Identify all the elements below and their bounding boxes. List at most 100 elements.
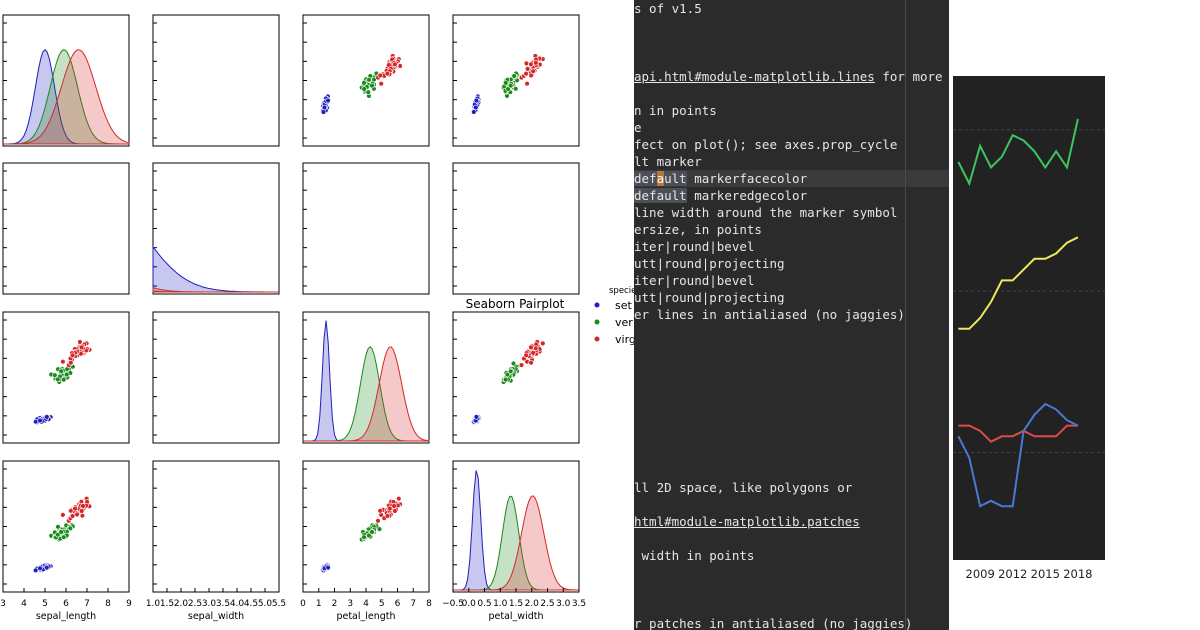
scatter-point: [511, 73, 517, 79]
scatter-point: [361, 86, 367, 92]
scatter-point: [325, 564, 331, 571]
scatter-point: [378, 80, 384, 87]
scatter-point: [376, 526, 383, 532]
x-tick-label: 5: [42, 599, 48, 609]
selected-text: ult: [664, 171, 687, 186]
code-text: utt|round|projecting: [634, 256, 785, 271]
code-text: ersize, in points: [634, 222, 762, 237]
scatter-point: [365, 89, 371, 95]
scatter-point: [471, 109, 477, 115]
pairplot-panel-0-3: [452, 14, 580, 147]
scatter-point: [518, 362, 525, 368]
scatter-point: [32, 567, 39, 574]
code-line: e: [634, 119, 642, 136]
plot-area: [953, 76, 1105, 560]
kde-virginica: [303, 346, 430, 442]
pairplot-panel-0-2: [302, 14, 430, 147]
panel-frame: [452, 162, 580, 295]
scatter-point: [78, 344, 85, 351]
pairplot-panel-2-3: [452, 311, 580, 444]
series-line-3: [957, 402, 1079, 508]
code-text: er lines in antialiased (no jaggies): [634, 307, 905, 322]
x-tick-label: 4: [21, 599, 27, 609]
scatter-point: [528, 344, 534, 351]
scatter-point: [69, 352, 76, 358]
legend-marker: [594, 302, 600, 308]
x-tick-label: 5.0: [258, 599, 273, 609]
scatter-point: [528, 72, 534, 79]
pairplot-panel-1-2: [302, 162, 430, 295]
scatter-point: [524, 66, 531, 72]
scatter-point: [523, 60, 530, 67]
x-tick-label: 5: [379, 599, 385, 609]
scatter-point: [508, 368, 514, 374]
code-text: s of v1.5: [634, 1, 702, 16]
scatter-point: [503, 80, 509, 86]
scatter-point: [60, 359, 66, 365]
pairplot-panel-0-1: [152, 14, 280, 147]
code-line: er lines in antialiased (no jaggies): [634, 306, 905, 323]
scatter-point: [320, 109, 327, 115]
scatter-point: [55, 376, 61, 383]
legend-marker: [594, 336, 600, 342]
scatter-point: [533, 345, 539, 351]
panel-frame: [152, 14, 280, 147]
scatter-point: [369, 529, 375, 535]
x-tick-label: 3.5: [572, 599, 586, 609]
scatter-point: [510, 360, 517, 367]
x-tick-label: 2: [332, 599, 338, 609]
scatter-point: [375, 518, 381, 524]
scatter-point: [325, 97, 331, 104]
x-tick-label: 7: [410, 599, 416, 609]
pairplot-panel-2-0: [2, 311, 130, 444]
text-cursor: a: [656, 171, 665, 186]
code-text: line width around the marker symbol: [634, 205, 898, 220]
panel-frame: [152, 311, 280, 444]
code-editor-pane[interactable]: s of v1.5 api.html#module-matplotlib.line…: [634, 0, 949, 630]
scatter-point: [44, 564, 50, 571]
code-text: lt marker: [634, 154, 702, 169]
scatter-point: [63, 371, 70, 378]
x-tick-label: 2.0: [525, 599, 540, 609]
code-line: width in points: [634, 547, 755, 564]
x-tick-label: 2018: [1063, 567, 1092, 581]
legend-entry: ver: [615, 316, 633, 329]
x-tick-label: 0.5: [477, 599, 491, 609]
x-tick-label: 1.5: [160, 599, 174, 609]
code-line: default markeredgecolor: [634, 187, 807, 204]
code-text: width in points: [634, 548, 755, 563]
scatter-point: [523, 70, 529, 77]
scatter-point: [37, 417, 43, 424]
x-axis-label-petal_length: petal_length: [336, 611, 395, 622]
panel-frame: [452, 460, 580, 593]
code-text: fect on plot(); see axes.prop_cycle: [634, 137, 898, 152]
panel-frame: [152, 460, 280, 593]
panel-frame: [2, 14, 130, 147]
x-tick-label: 3.5: [216, 599, 230, 609]
legend-marker: [594, 319, 600, 325]
scatter-point: [473, 414, 480, 420]
scatter-point: [530, 350, 536, 356]
x-tick-label: 3: [0, 599, 6, 609]
x-tick-label: 6: [395, 599, 401, 609]
x-tick-label: 3: [347, 599, 353, 609]
scatter-point: [68, 360, 74, 366]
scatter-point: [508, 82, 514, 89]
code-line: ersize, in points: [634, 221, 762, 238]
pairplot-panel-2-1: [152, 311, 280, 444]
pairplot-panel-1-1: [152, 162, 280, 295]
scatter-point: [391, 503, 397, 509]
x-tick-label: 0.0: [462, 599, 477, 609]
editor-vertical-ruler: [905, 0, 906, 630]
scatter-point: [67, 525, 74, 531]
scatter-point: [396, 496, 402, 502]
trend-line-chart: 2009 2012 2015 2018: [953, 76, 1105, 581]
x-tick-label: 2.0: [174, 599, 189, 609]
x-tick-label: 1: [316, 599, 322, 609]
x-tick-label: 9: [126, 599, 132, 609]
code-line: default markerfacecolor: [634, 170, 949, 187]
scatter-point: [37, 565, 43, 571]
code-line: html#module-matplotlib.patches: [634, 513, 860, 530]
kde-virginica: [152, 286, 279, 293]
